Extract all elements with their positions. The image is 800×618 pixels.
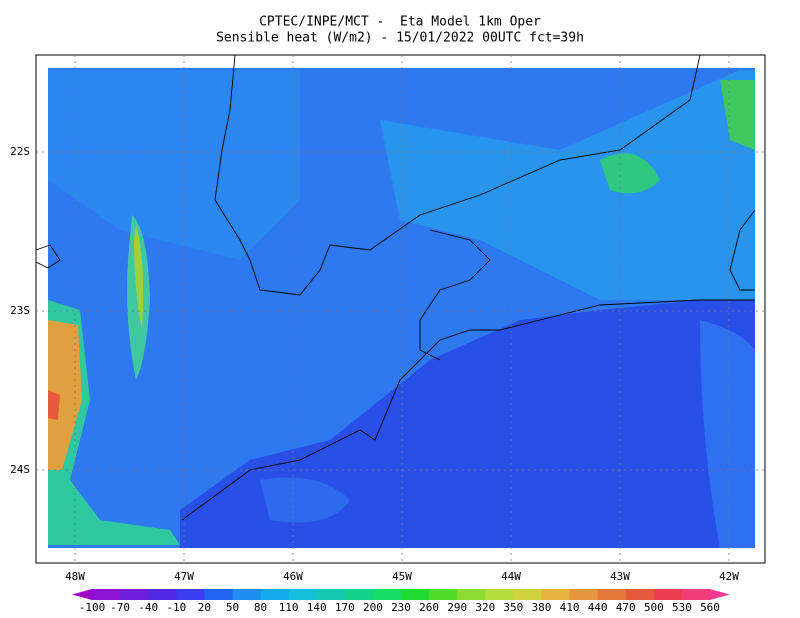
boundaries bbox=[35, 54, 756, 521]
colorbar: -100 -70 -40 -10 20 50 80 110 140 170 200 230 260 290… bbox=[72, 589, 730, 614]
axis-labels: 48W 47W 46W 45W 44W 43W 42W 22S 23S 24S bbox=[10, 145, 739, 583]
colorbar-swatch bbox=[120, 589, 149, 600]
colorbar-label: 110 bbox=[279, 601, 299, 614]
state-border bbox=[419, 229, 491, 361]
field-patch bbox=[48, 300, 180, 545]
colorbar-swatch bbox=[260, 589, 290, 600]
colorbar-label: 230 bbox=[391, 601, 411, 614]
colorbar-swatch bbox=[288, 589, 318, 600]
state-border bbox=[214, 54, 701, 296]
colorbar-label: 200 bbox=[363, 601, 383, 614]
colorbar-label: 410 bbox=[560, 601, 580, 614]
colorbar-label: 290 bbox=[447, 601, 467, 614]
colorbar-swatch bbox=[372, 589, 402, 600]
colorbar-swatch bbox=[344, 589, 374, 600]
graticule bbox=[36, 55, 765, 563]
colorbar-label: 140 bbox=[307, 601, 327, 614]
lon-label: 44W bbox=[501, 570, 521, 583]
colorbar-swatch bbox=[429, 589, 458, 600]
colorbar-swatch bbox=[597, 589, 627, 600]
colorbar-swatch bbox=[92, 589, 121, 600]
colorbar-swatch bbox=[485, 589, 514, 600]
colorbar-swatch bbox=[681, 589, 711, 600]
lon-label: 48W bbox=[65, 570, 85, 583]
colorbar-label: 440 bbox=[588, 601, 608, 614]
colorbar-swatch bbox=[541, 589, 571, 600]
ocean-patch bbox=[260, 477, 350, 523]
colorbar-label: 50 bbox=[226, 601, 239, 614]
state-border bbox=[729, 209, 756, 291]
subtitle: Sensible heat (W/m2) - 15/01/2022 00UTC … bbox=[216, 31, 584, 46]
field-patch bbox=[48, 390, 60, 420]
lon-label: 47W bbox=[174, 570, 194, 583]
colorbar-label: -40 bbox=[138, 601, 158, 614]
field-patch bbox=[48, 70, 300, 260]
state-border bbox=[35, 244, 61, 269]
lat-label: 23S bbox=[10, 304, 30, 317]
colorbar-swatch bbox=[176, 589, 205, 600]
colorbar-swatch bbox=[148, 589, 177, 600]
colorbar-arrow bbox=[72, 589, 92, 600]
field-patch bbox=[600, 153, 660, 194]
lat-label: 24S bbox=[10, 463, 30, 476]
colorbar-label: 170 bbox=[335, 601, 355, 614]
coastline bbox=[181, 299, 755, 521]
field-patch bbox=[134, 225, 144, 330]
colorbar-swatch bbox=[232, 589, 262, 600]
colorbar-label: 470 bbox=[616, 601, 636, 614]
field-patch bbox=[48, 320, 82, 470]
colorbar-label: 500 bbox=[644, 601, 664, 614]
colorbar-label: -10 bbox=[166, 601, 186, 614]
colorbar-swatch bbox=[401, 589, 430, 600]
colorbar-label: 530 bbox=[672, 601, 692, 614]
colorbar-label: -70 bbox=[110, 601, 130, 614]
field-patch bbox=[380, 70, 755, 300]
colorbar-label: 320 bbox=[475, 601, 495, 614]
colorbar-swatch bbox=[625, 589, 655, 600]
lon-label: 43W bbox=[610, 570, 630, 583]
field bbox=[48, 68, 755, 548]
colorbar-swatch bbox=[204, 589, 233, 600]
ocean-patch bbox=[700, 320, 755, 548]
colorbar-swatch bbox=[653, 589, 683, 600]
colorbar-label: 260 bbox=[419, 601, 439, 614]
colorbar-swatch bbox=[569, 589, 599, 600]
colorbar-swatch bbox=[316, 589, 346, 600]
colorbar-label: 20 bbox=[198, 601, 211, 614]
lon-label: 42W bbox=[719, 570, 739, 583]
colorbar-swatch bbox=[513, 589, 542, 600]
lon-label: 45W bbox=[392, 570, 412, 583]
colorbar-arrow bbox=[710, 589, 730, 600]
colorbar-label: 80 bbox=[254, 601, 267, 614]
colorbar-label: 380 bbox=[532, 601, 552, 614]
colorbar-label: 350 bbox=[503, 601, 523, 614]
lat-label: 22S bbox=[10, 145, 30, 158]
colorbar-swatch bbox=[457, 589, 486, 600]
title: CPTEC/INPE/MCT - Eta Model 1km Oper bbox=[259, 15, 541, 30]
colorbar-label: 560 bbox=[700, 601, 720, 614]
lon-label: 46W bbox=[283, 570, 303, 583]
colorbar-label: -100 bbox=[79, 601, 106, 614]
